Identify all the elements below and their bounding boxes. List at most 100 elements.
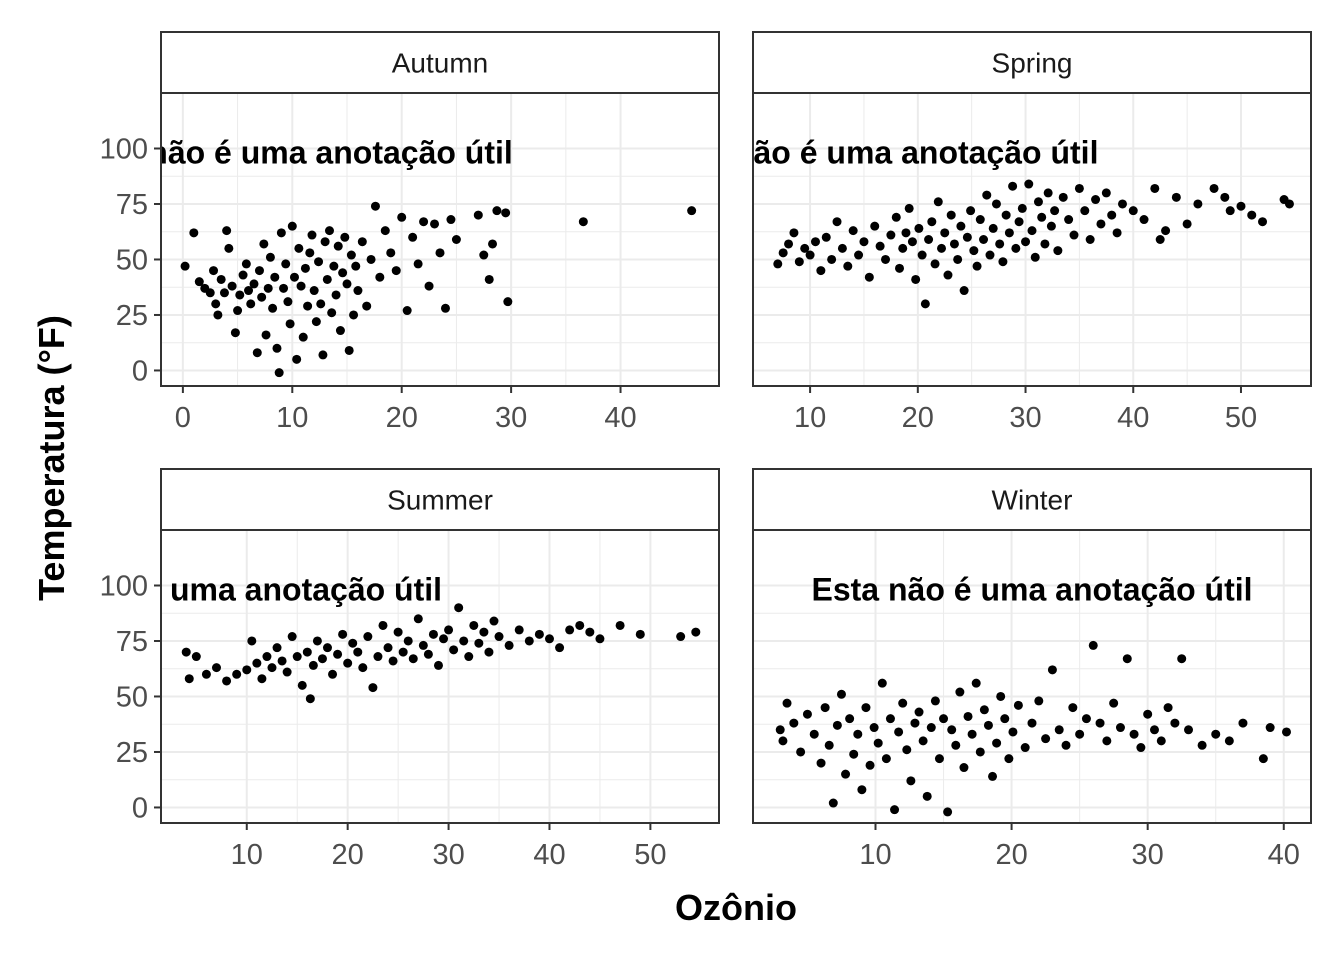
data-point xyxy=(796,747,806,757)
data-point xyxy=(1102,736,1112,746)
data-point xyxy=(585,627,595,637)
panel-winter: Esta não é uma anotação útil Winter 10 20 30… xyxy=(752,468,1312,871)
data-point xyxy=(216,274,226,284)
data-point xyxy=(917,250,927,260)
data-point xyxy=(1096,219,1106,229)
data-point xyxy=(261,330,271,340)
data-point xyxy=(378,620,388,630)
data-point xyxy=(201,669,211,679)
data-point xyxy=(324,226,334,236)
x-tick-label: 20 xyxy=(995,839,1027,871)
data-point xyxy=(222,226,232,236)
data-point xyxy=(246,299,256,309)
data-point xyxy=(1021,237,1031,247)
data-point xyxy=(930,259,940,269)
data-point xyxy=(898,243,908,253)
x-tick-label: 20 xyxy=(386,402,418,434)
x-axis-title: Ozônio xyxy=(675,887,797,928)
data-point xyxy=(949,239,959,249)
data-point xyxy=(366,254,376,264)
data-point xyxy=(388,656,398,666)
x-tick-label: 50 xyxy=(634,839,666,871)
x-tick-label: 10 xyxy=(859,839,891,871)
data-point xyxy=(233,306,243,316)
data-point xyxy=(1047,665,1057,675)
data-point xyxy=(375,272,385,282)
data-point xyxy=(1037,212,1047,222)
data-point xyxy=(1020,743,1030,753)
data-point xyxy=(1027,718,1037,728)
data-point xyxy=(362,301,372,311)
annotation-text: Esta não é uma anotação útil xyxy=(812,572,1253,608)
data-point xyxy=(816,758,826,768)
data-point xyxy=(294,243,304,253)
data-point xyxy=(861,703,871,713)
data-point xyxy=(322,274,332,284)
data-point xyxy=(1284,199,1294,209)
data-point xyxy=(983,720,993,730)
data-point xyxy=(469,620,479,630)
data-point xyxy=(349,310,359,320)
data-point xyxy=(272,343,282,353)
data-point xyxy=(340,232,350,242)
data-point xyxy=(1128,206,1138,216)
data-point xyxy=(1030,252,1040,262)
data-point xyxy=(380,226,390,236)
data-point xyxy=(328,669,338,679)
data-point xyxy=(451,235,461,244)
data-point xyxy=(810,237,820,247)
data-point xyxy=(773,259,783,269)
x-tick-label: 20 xyxy=(332,839,364,871)
data-point xyxy=(959,286,969,296)
data-point xyxy=(969,246,979,256)
data-point xyxy=(789,718,799,728)
data-point xyxy=(1171,192,1181,202)
data-point xyxy=(1161,226,1171,236)
data-point xyxy=(940,228,950,238)
data-point xyxy=(270,272,280,282)
data-point xyxy=(413,614,423,624)
data-point xyxy=(794,257,804,267)
data-point xyxy=(423,649,433,659)
data-point xyxy=(435,248,445,258)
data-point xyxy=(254,266,264,276)
data-point xyxy=(1024,179,1034,189)
data-point xyxy=(782,698,792,708)
data-point xyxy=(1211,729,1221,739)
data-point xyxy=(279,283,289,293)
data-point xyxy=(534,629,544,639)
data-point xyxy=(778,736,788,746)
data-point xyxy=(902,745,912,755)
data-point xyxy=(300,263,310,273)
data-point xyxy=(943,807,953,817)
data-point xyxy=(864,272,874,282)
data-point xyxy=(907,237,917,247)
data-point xyxy=(1247,210,1257,220)
data-point xyxy=(265,252,275,262)
data-point xyxy=(966,206,976,216)
x-tick-label: 10 xyxy=(794,402,826,434)
data-point xyxy=(305,248,315,258)
data-point xyxy=(1193,199,1203,209)
data-point xyxy=(854,250,864,260)
data-point xyxy=(413,259,423,269)
data-point xyxy=(1163,703,1173,713)
data-point xyxy=(252,658,262,668)
data-point xyxy=(1112,228,1122,238)
data-point xyxy=(1058,192,1068,202)
data-point xyxy=(353,647,363,657)
strip-label: Spring xyxy=(992,48,1073,79)
data-point xyxy=(841,769,851,779)
data-point xyxy=(778,248,788,258)
data-point xyxy=(1004,754,1014,764)
data-point xyxy=(311,317,321,327)
y-tick-label: 50 xyxy=(116,244,148,276)
data-point xyxy=(358,663,368,673)
data-point xyxy=(967,729,977,739)
data-point xyxy=(991,199,1001,209)
data-point xyxy=(800,243,810,253)
data-point xyxy=(1095,718,1105,728)
data-point xyxy=(988,771,998,781)
data-point xyxy=(351,261,361,271)
